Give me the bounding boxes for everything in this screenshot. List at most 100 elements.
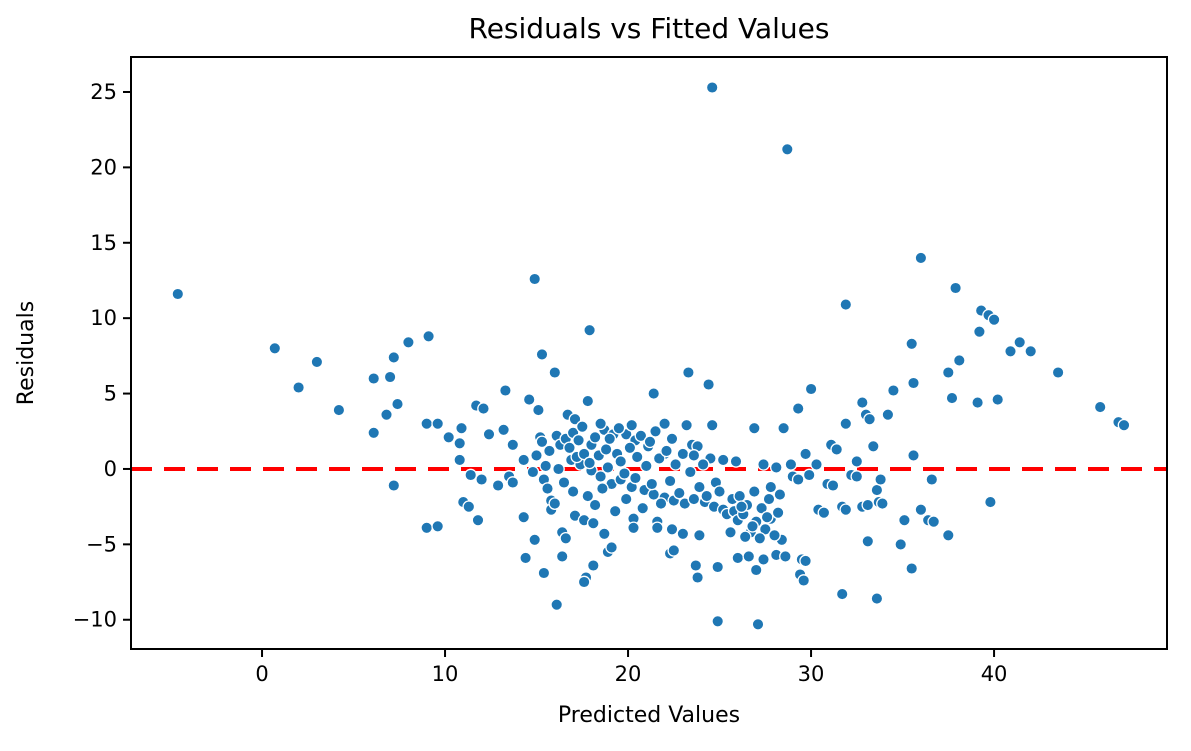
scatter-point [599,443,613,456]
scatter-point [530,449,543,462]
scatter-point [618,467,631,480]
scatter-point [535,435,549,449]
scatter-point [596,482,609,495]
scatter-point [691,571,704,584]
scatter-point [491,479,505,492]
scatter-point [804,382,818,396]
scatter-point [1024,344,1038,358]
scatter-point [705,81,719,94]
scatter-point [577,575,591,589]
scatter-point [941,366,955,379]
scatter-point [839,503,853,517]
y-tick-label: 0 [104,457,117,481]
scatter-point [927,515,941,529]
scatter-point [552,462,565,476]
scatter-point [855,396,869,409]
scatter-point [799,447,812,461]
scatter-point [555,550,569,563]
scatter-point [676,447,690,461]
scatter-point [535,348,549,361]
scatter-point [645,477,659,491]
scatter-point [442,430,456,444]
scatter-point [586,516,600,530]
scatter-point [797,574,811,587]
scatter-point [914,503,928,517]
scatter-point [402,335,415,349]
scatter-point [777,421,790,435]
y-tick-label: 10 [90,306,117,330]
scatter-point [735,500,748,514]
scatter-point [422,329,435,343]
scatter-point [1117,418,1131,432]
scatter-point [711,560,725,574]
scatter-point [874,473,887,486]
scatter-point [387,351,401,364]
scatter-point [601,461,615,474]
scatter-point [839,417,853,431]
scatter-point [683,465,697,479]
scatter-point [830,443,844,456]
x-tick-label: 20 [615,662,642,686]
scatter-point [581,489,595,503]
scatter-point [780,142,794,156]
scatter-point [835,587,849,601]
scatter-point [658,417,671,431]
scatter-point [517,453,531,467]
scatter-point [760,510,774,524]
scatter-point [700,489,714,503]
chart-title: Residuals vs Fitted Values [468,12,830,45]
scatter-point [387,479,401,492]
scatter-point [597,527,611,541]
scatter-point [649,424,662,438]
scatter-point [731,551,745,565]
scatter-point [629,471,642,485]
scatter-point [987,313,1001,327]
scatter-point [861,534,875,548]
scatter-point [762,492,776,506]
scatter-point [566,485,580,498]
scatter-point [572,433,585,447]
y-tick-label: 15 [90,231,117,255]
scatter-point [894,538,908,551]
scatter-point [861,498,875,512]
scatter-point [696,458,710,471]
scatter-point [887,384,900,397]
scatter-point [863,412,876,426]
scatter-point [810,458,823,471]
scatter-point [693,480,706,494]
scatter-point [660,444,673,458]
scatter-point [623,441,637,455]
scatter-point [588,498,602,512]
scatter-point [548,366,562,379]
scatter-point [771,506,785,520]
scatter-point [665,432,679,446]
scatter-point [654,497,668,510]
scatter-point [984,495,997,509]
scatter-point [550,598,564,612]
scatter-point [477,402,490,415]
scatter-point [627,521,640,535]
scatter-point [866,439,880,453]
scatter-point [367,426,381,440]
scatter-point [791,402,805,415]
scatter-point [784,458,798,471]
y-tick-label: −5 [86,532,117,556]
scatter-point [559,531,573,545]
scatter-point [667,544,681,557]
scatter-point [687,492,701,506]
scatter-point [482,427,496,441]
scatter-point [506,438,520,452]
scatter-point [925,473,939,486]
scatter-point [586,559,600,572]
scatter-point [431,519,445,533]
scatter-point [839,298,853,311]
scatter-point [713,485,726,498]
scatter-point [647,387,661,400]
scatter-point [594,470,607,483]
scatter-point [625,418,639,432]
scatter-point [941,528,955,542]
scatter-point [742,550,756,563]
scatter-point [650,521,664,535]
scatter-point [420,521,434,535]
